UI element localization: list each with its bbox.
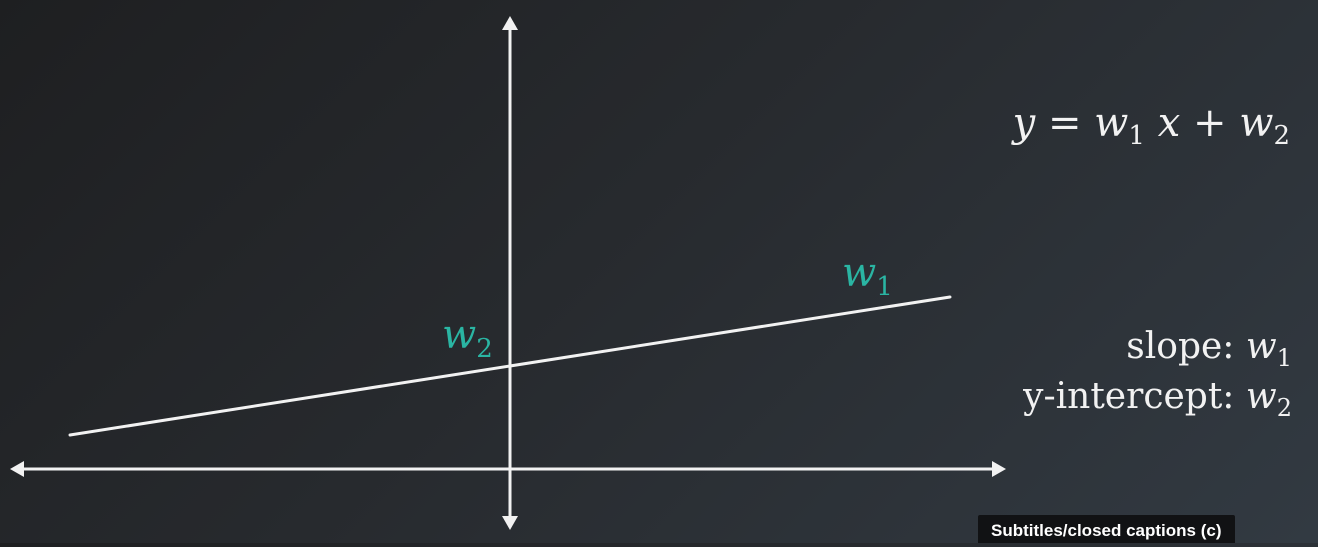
captions-tooltip: Subtitles/closed captions (c) bbox=[978, 515, 1235, 543]
eq-w2-sub: 2 bbox=[1273, 121, 1290, 151]
x-axis-right-arrow bbox=[992, 461, 1006, 477]
x-axis-left-arrow bbox=[10, 461, 24, 477]
intercept-sub: 2 bbox=[1276, 394, 1292, 422]
eq-w2: w bbox=[1239, 100, 1274, 146]
w1-slope-label: w1 bbox=[842, 250, 893, 302]
intercept-label: y-intercept: bbox=[1023, 376, 1235, 417]
eq-w1: w bbox=[1094, 100, 1129, 146]
y-axis-top-arrow bbox=[502, 16, 518, 30]
slope-row: slope: w1 bbox=[1023, 322, 1292, 372]
slope-var: w bbox=[1245, 326, 1277, 367]
line-equation: y = w1 x + w2 bbox=[1012, 100, 1290, 149]
eq-w1-sub: 1 bbox=[1128, 121, 1145, 151]
eq-equals: = bbox=[1047, 100, 1082, 146]
eq-x: x bbox=[1157, 100, 1181, 146]
slope-sub: 1 bbox=[1276, 344, 1292, 372]
regression-line bbox=[68, 295, 952, 437]
line-parameters: slope: w1 y-intercept: w2 bbox=[1023, 322, 1292, 422]
y-axis-bottom-arrow bbox=[502, 516, 518, 530]
intercept-row: y-intercept: w2 bbox=[1023, 372, 1292, 422]
w2-intercept-label: w2 bbox=[442, 312, 493, 364]
eq-y: y bbox=[1012, 100, 1036, 146]
intercept-var: w bbox=[1245, 376, 1277, 417]
slope-label: slope: bbox=[1126, 326, 1235, 367]
eq-plus: + bbox=[1192, 100, 1227, 146]
